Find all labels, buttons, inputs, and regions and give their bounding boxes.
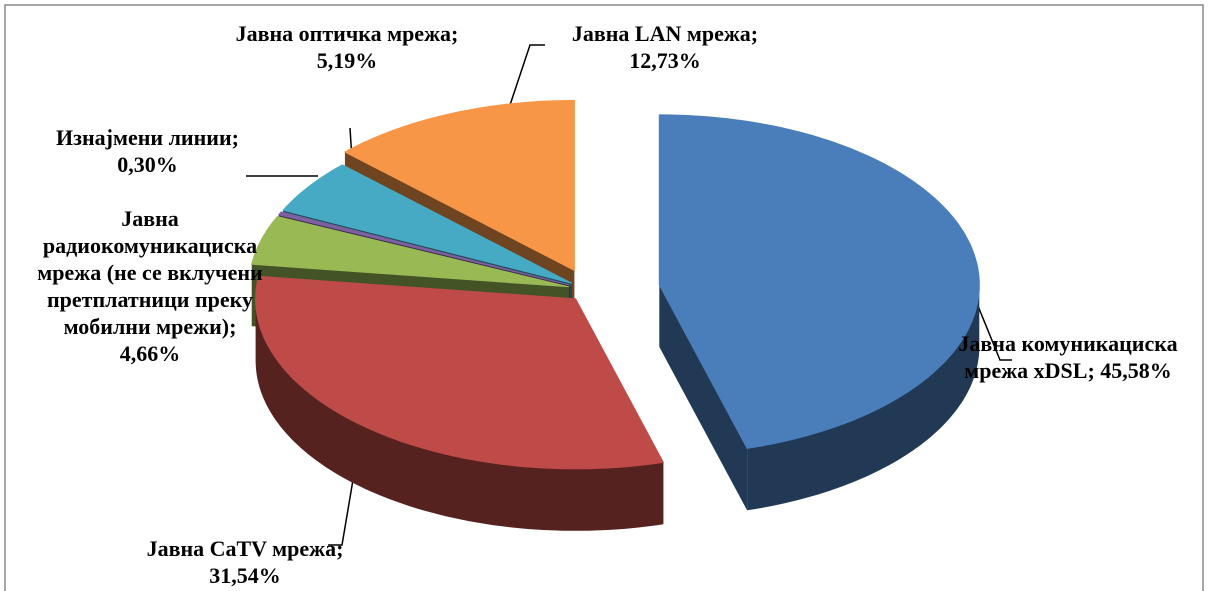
category-name: Јавна радиокомуникациска мрежа (не се вк…	[37, 206, 263, 339]
data-label: Изнајмени линии; 0,30%	[40, 124, 255, 178]
frame	[4, 4, 1204, 591]
slice-side	[747, 284, 980, 511]
value-label: 12,73%	[629, 48, 701, 73]
slice	[251, 215, 570, 288]
slice	[277, 211, 571, 286]
category-name: Јавна CaTV мрежа;	[146, 536, 344, 561]
value-label: 31,54%	[209, 563, 281, 588]
slice-side	[659, 284, 748, 511]
slice	[255, 275, 665, 470]
slice	[343, 99, 575, 272]
data-label: Јавна комуникациска мрежа xDSL; 45,58%	[958, 330, 1178, 384]
value-label: 4,66%	[119, 341, 181, 366]
data-label: Јавна оптичка мрежа; 5,19%	[232, 20, 462, 74]
value-label: 0,30%	[117, 152, 178, 177]
category-name: Изнајмени линии;	[56, 125, 239, 150]
value-label: 5,19%	[316, 48, 378, 73]
category-name: Јавна комуникациска мрежа xDSL;	[958, 331, 1178, 383]
value-label: 45,58%	[1100, 358, 1172, 383]
data-label: Јавна LAN мрежа; 12,73%	[550, 20, 780, 74]
slice-side	[255, 298, 664, 531]
slice	[282, 164, 573, 284]
category-name: Јавна LAN мрежа;	[571, 21, 759, 46]
category-name: Јавна оптичка мрежа;	[235, 21, 459, 46]
slice	[658, 114, 980, 449]
data-label: Јавна CaTV мрежа; 31,54%	[140, 535, 350, 589]
data-label: Јавна радиокомуникациска мрежа (не се вк…	[35, 205, 265, 367]
